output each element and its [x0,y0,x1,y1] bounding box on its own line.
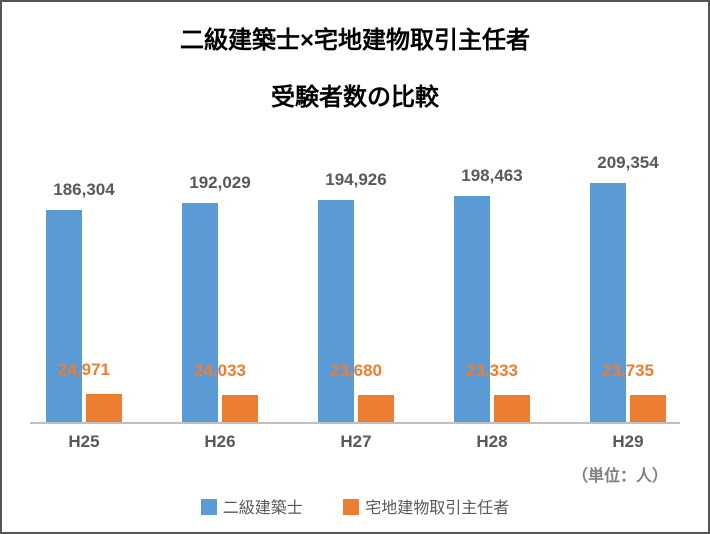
bar-series1 [182,203,218,422]
x-axis-labels: H25 H26 H27 H28 H29 [30,432,680,456]
value-label-series1: 194,926 [302,170,410,190]
chart-title-line1: 二級建築士×宅地建物取引主任者 [2,20,708,55]
bar-group: 186,304 24,971 [30,137,138,422]
bar-series2 [358,395,394,422]
legend-item-series1: 二級建築士 [201,494,303,518]
bar-series1 [318,200,354,422]
plot-area: 186,30424,971192,02924,033194,92623,6801… [30,137,680,422]
x-axis-category: H27 [302,432,410,452]
legend: 二級建築士 宅地建物取引主任者 [2,494,708,518]
bar-series1 [454,196,490,422]
legend-swatch-series2 [343,499,359,515]
value-label-series2: 24,033 [166,361,274,381]
bar-series1 [590,183,626,422]
value-label-series2: 23,735 [574,361,682,381]
legend-swatch-series1 [201,499,217,515]
bar-series2 [222,395,258,422]
value-label-series1: 209,354 [574,153,682,173]
bar-group: 198,463 23,333 [438,137,546,422]
legend-label-series2: 宅地建物取引主任者 [365,500,509,517]
chart-container: 二級建築士×宅地建物取引主任者 受験者数の比較 186,304 24,971 192… [0,0,710,534]
value-label-series1: 186,304 [30,180,138,200]
legend-item-series2: 宅地建物取引主任者 [343,494,509,518]
x-axis-category: H26 [166,432,274,452]
bar-group: 194,926 23,680 [302,137,410,422]
unit-label: （単位：人） [572,462,668,486]
x-axis-category: H28 [438,432,546,452]
legend-label-series1: 二級建築士 [223,500,303,517]
value-label-series2: 23,333 [438,361,546,381]
bar-series2 [86,394,122,422]
bar-series1 [46,210,82,422]
bar-series2 [494,395,530,422]
x-axis-category: H29 [574,432,682,452]
value-label-series1: 192,029 [166,173,274,193]
bar-group: 192,029 24,033 [166,137,274,422]
bar-series2 [630,395,666,422]
value-label-series2: 23,680 [302,361,410,381]
chart-title-line2: 受験者数の比較 [2,77,708,112]
value-label-series1: 198,463 [438,166,546,186]
x-axis-line [30,422,680,424]
x-axis-category: H25 [30,432,138,452]
bar-group: 209,354 23,735 [574,137,682,422]
value-label-series2: 24,971 [30,360,138,380]
